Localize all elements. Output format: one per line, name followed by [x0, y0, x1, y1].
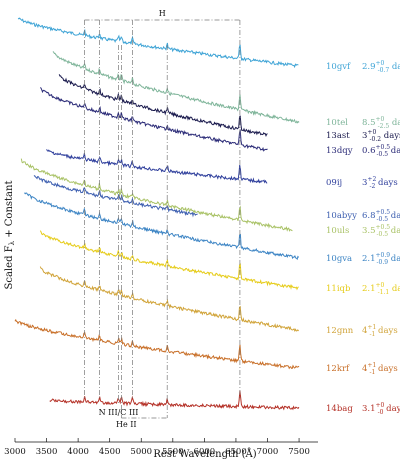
y-axis-label: Scaled Fλ + Constant: [4, 181, 16, 290]
series-name-10gva: 10gva: [326, 254, 352, 264]
spectrum-14bag: [49, 390, 300, 411]
series-name-12gnn: 12gnn: [326, 326, 354, 336]
spectrum-13dqy: [39, 87, 268, 152]
x-axis-label: Rest Wavelength (Å): [153, 448, 256, 460]
x-tick-label: 4000: [67, 447, 89, 457]
x-tick-label: 6000: [194, 447, 216, 457]
marker-layer: H N III/C III He II: [84, 9, 241, 429]
series-epoch-10gva: 2.1+0.9-0.9 days: [362, 252, 400, 266]
y-axis-label-suffix: + Constant: [4, 181, 15, 241]
x-tick-label: 7000: [257, 447, 279, 457]
series-name-13dqy: 13dqy: [326, 146, 353, 156]
y-axis-label-subscript: λ: [8, 240, 16, 245]
series-epoch-12gnn: 4+1 -1 days: [362, 324, 398, 338]
x-tick-label: 7500: [288, 447, 310, 457]
series-epoch-10uls: 3.5+0.5-0.5 days: [362, 224, 400, 238]
spectrum-09ij: [46, 149, 268, 184]
series-epoch-09ij: 3+2 -2 days: [362, 176, 398, 190]
spectrum-11iqb: [39, 230, 299, 291]
series-name-10uls: 10uls: [326, 226, 349, 236]
spectrum-12gnn: [39, 266, 300, 332]
series-epoch-10abyy: 6.8+0.5-0.5 days: [362, 209, 400, 223]
series-label-layer: 10gvf 2.9+0-0.7 days 10tel 8.5+0-2.5 days 13…: [326, 60, 400, 416]
y-axis-label-group: Scaled Fλ + Constant: [4, 181, 16, 290]
series-name-13ast: 13ast: [326, 131, 350, 141]
series-name-11iqb: 11iqb: [326, 284, 351, 294]
spectrum-10abyy: [33, 175, 198, 218]
x-tick-label: 3000: [4, 447, 26, 457]
series-epoch-14bag: 3.1+0-0 days: [362, 402, 400, 416]
series-name-12krf: 12krf: [326, 364, 350, 374]
x-tick-label: 6500: [225, 447, 247, 457]
series-epoch-10gvf: 2.9+0-0.7 days: [362, 60, 400, 74]
series-name-09ij: 09ij: [326, 178, 342, 188]
spectrum-13ast: [58, 74, 268, 137]
spectrum-10gva: [24, 192, 300, 261]
series-name-10abyy: 10abyy: [326, 211, 357, 221]
series-name-10gvf: 10gvf: [326, 62, 351, 72]
heii-marker-label: He II: [116, 420, 137, 429]
series-epoch-13dqy: 0.6+0.5-0.5 days: [362, 144, 400, 158]
x-tick-label: 5000: [130, 447, 152, 457]
series-epoch-12krf: 4+1 -1 days: [362, 362, 398, 376]
spectrum-10gvf: [17, 17, 299, 69]
x-axis: 3000 3500 4000 4500 5000 5500 6000 6500 7000 7500: [4, 438, 318, 457]
niii-ciii-marker-label: N III/C III: [99, 408, 139, 417]
y-axis-label-main: Scaled F: [4, 245, 15, 289]
h-marker-label: H: [159, 9, 166, 18]
series-name-10tel: 10tel: [326, 118, 348, 128]
series-epoch-10tel: 8.5+0-2.5 days: [362, 116, 400, 130]
x-tick-label: 5500: [162, 447, 184, 457]
x-tick-label: 4500: [99, 447, 121, 457]
series-epoch-11iqb: 2.1+0-1.1 days: [362, 282, 400, 296]
spectrum-10uls: [20, 158, 293, 232]
spectrum-10tel: [52, 51, 300, 124]
spectra-layer: [14, 17, 300, 411]
series-name-14bag: 14bag: [326, 404, 353, 414]
spectrum-12krf: [14, 318, 300, 370]
series-epoch-13ast: 3+0-0.2 days: [362, 129, 400, 143]
x-tick-label: 3500: [36, 447, 58, 457]
